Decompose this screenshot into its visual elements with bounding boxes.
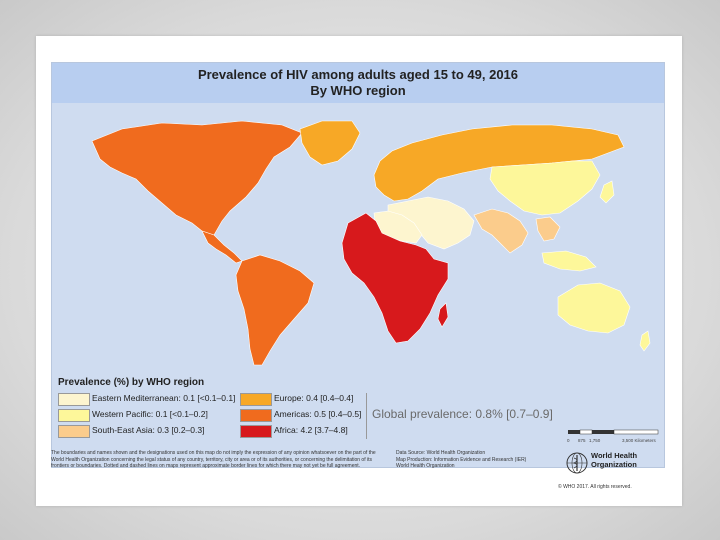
region-greenland (299, 120, 361, 166)
scale-tick-label: 875 (578, 438, 586, 443)
region-south-east-asia-east (535, 216, 561, 242)
global-prevalence: Global prevalence: 0.8% [0.7–0.9] (372, 407, 553, 421)
region-western-pacific-australia (557, 282, 631, 334)
legend-label: South-East Asia: 0.3 [0.2–0.3] (92, 425, 205, 435)
organization-name-line: World Health (591, 451, 638, 460)
scale-tick-label: 0 (567, 438, 570, 443)
who-emblem-icon (566, 452, 588, 474)
scale-tick-label: 3,500 Kilometers (622, 438, 656, 443)
credit-line: Data Source: World Health Organization (396, 450, 486, 456)
region-europe (373, 124, 625, 202)
legend-swatch (240, 393, 272, 406)
slide: Prevalence of HIV among adults aged 15 t… (36, 36, 682, 506)
region-western-pacific-nz (639, 330, 651, 352)
organization-name: World Health Organization (591, 451, 638, 469)
disclaimer-text: The boundaries and names shown and the d… (51, 450, 376, 469)
scale-tick-label: 1,750 (589, 438, 601, 443)
legend-label: Eastern Mediterranean: 0.1 [<0.1–0.1] (92, 393, 236, 403)
title-bar: Prevalence of HIV among adults aged 15 t… (52, 63, 664, 103)
legend-swatch (58, 425, 90, 438)
legend-label: Western Pacific: 0.1 [<0.1–0.2] (92, 409, 208, 419)
scale-bar (568, 429, 659, 435)
credit-line: Map Production: Information Evidence and… (396, 456, 527, 463)
organization-name-line: Organization (591, 459, 637, 469)
legend-label: Africa: 4.2 [3.7–4.8] (274, 425, 348, 435)
legend-title: Prevalence (%) by WHO region (58, 377, 205, 388)
legend-swatch (58, 393, 90, 406)
legend-label: Americas: 0.5 [0.4–0.5] (274, 409, 362, 419)
region-americas-north (91, 120, 303, 236)
map-title: Prevalence of HIV among adults aged 15 t… (197, 67, 519, 82)
legend-label: Europe: 0.4 [0.4–0.4] (274, 393, 354, 403)
region-western-pacific-japan (599, 180, 615, 204)
copyright-text: © WHO 2017. All rights reserved. (558, 484, 632, 490)
region-africa-madagascar (437, 302, 449, 328)
region-americas-south (235, 254, 315, 366)
world-map: .reg-americas { fill:#f06b1e; stroke:#ff… (91, 120, 651, 366)
legend-divider (366, 393, 367, 439)
region-africa (341, 212, 449, 344)
map-subtitle: By WHO region (310, 83, 406, 98)
legend-swatch (240, 409, 272, 422)
credit-line: World Health Organization (396, 463, 455, 469)
region-south-east-asia (473, 208, 529, 254)
legend-swatch (58, 409, 90, 422)
map-panel: Prevalence of HIV among adults aged 15 t… (51, 62, 665, 468)
data-credits: Data Source: World Health Organization M… (396, 450, 546, 470)
legend-swatch (240, 425, 272, 438)
region-western-pacific-islands (541, 250, 597, 272)
region-americas-central (201, 230, 243, 264)
region-western-pacific-china (489, 160, 601, 216)
